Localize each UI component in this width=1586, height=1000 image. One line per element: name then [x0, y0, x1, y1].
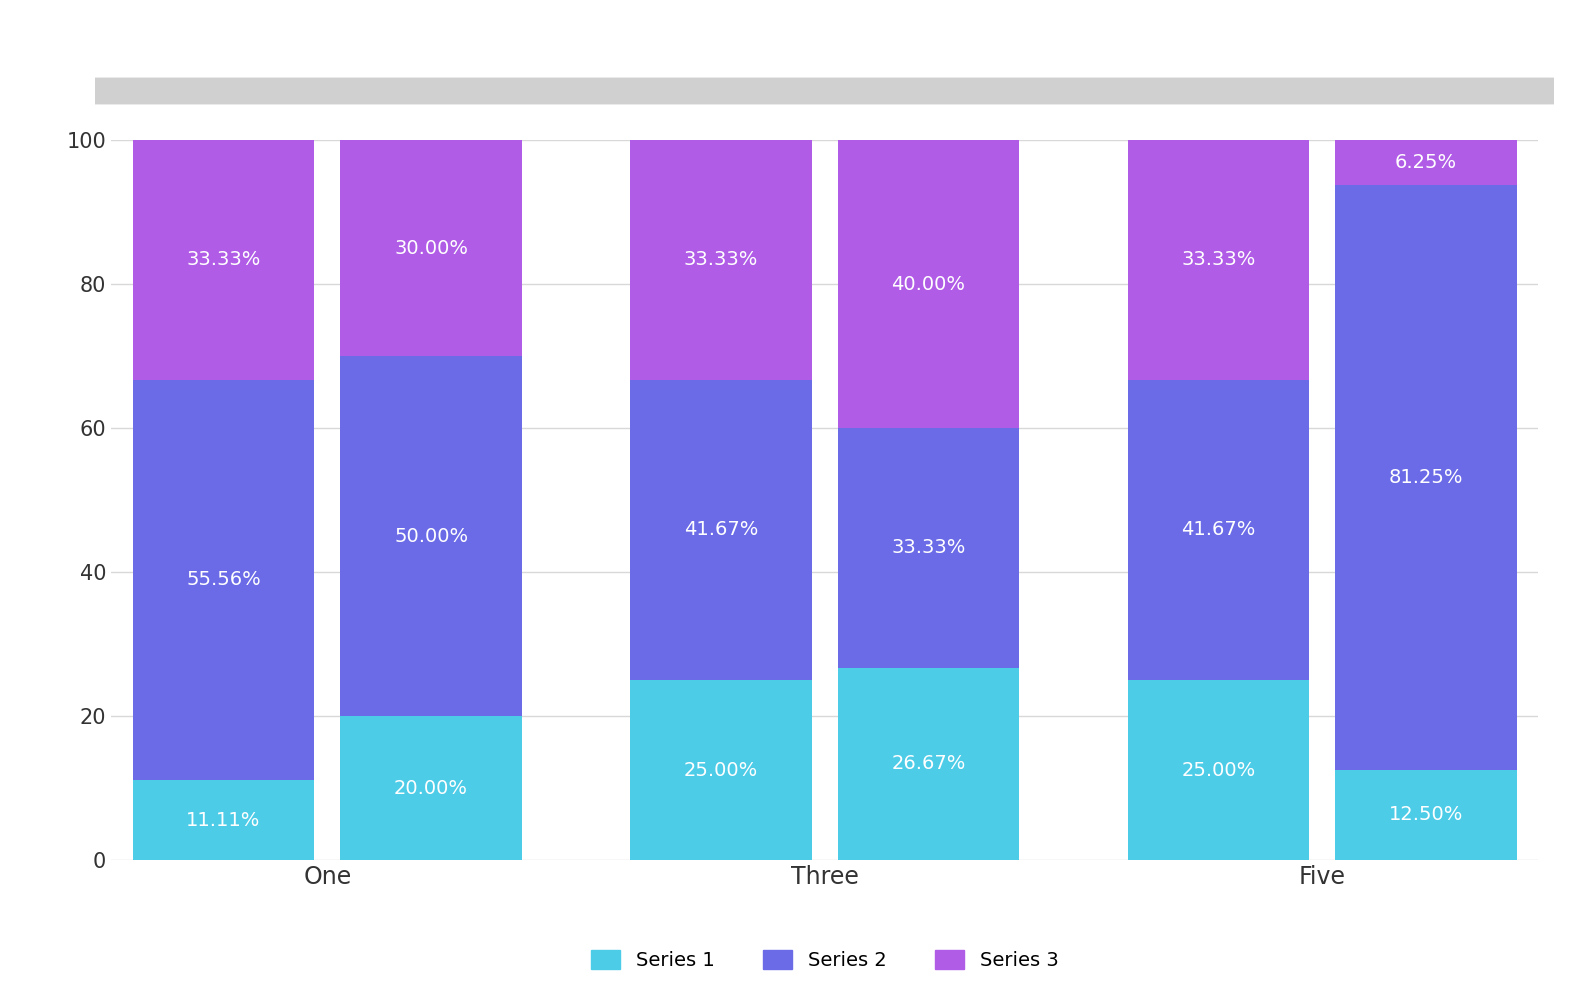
Text: 6.25%: 6.25% [1396, 153, 1458, 172]
Text: 33.33%: 33.33% [891, 538, 966, 557]
Bar [630, 140, 812, 380]
Bar [630, 680, 812, 860]
Bar [837, 428, 1020, 668]
Text: 33.33%: 33.33% [186, 250, 260, 269]
Bar [1335, 140, 1516, 185]
Bar [133, 140, 314, 380]
Text: 25.00%: 25.00% [684, 760, 758, 780]
Text: 25.00%: 25.00% [1182, 760, 1256, 780]
Bar [1335, 185, 1516, 770]
Bar [341, 356, 522, 716]
Bar [341, 140, 522, 356]
Bar [1335, 770, 1516, 860]
Bar [630, 380, 812, 680]
Text: 11.11%: 11.11% [186, 811, 260, 830]
Text: 40.00%: 40.00% [891, 274, 966, 294]
Text: 41.67%: 41.67% [1182, 520, 1256, 539]
Bar [837, 668, 1020, 860]
FancyBboxPatch shape [73, 78, 1576, 104]
Text: 30.00%: 30.00% [393, 238, 468, 257]
Bar [341, 716, 522, 860]
Bar [133, 780, 314, 860]
Text: 12.50%: 12.50% [1389, 806, 1464, 824]
Text: 33.33%: 33.33% [684, 250, 758, 269]
Text: 26.67%: 26.67% [891, 754, 966, 773]
Bar [837, 140, 1020, 428]
Legend: Series 1, Series 2, Series 3: Series 1, Series 2, Series 3 [584, 942, 1066, 978]
Bar [1128, 140, 1308, 380]
Text: 33.33%: 33.33% [1182, 250, 1256, 269]
Text: 81.25%: 81.25% [1389, 468, 1464, 487]
Bar [1128, 380, 1308, 680]
Bar [1128, 680, 1308, 860]
Text: 41.67%: 41.67% [684, 520, 758, 539]
Bar [133, 380, 314, 780]
Text: 50.00%: 50.00% [393, 526, 468, 546]
Text: 20.00%: 20.00% [393, 778, 468, 798]
Text: 55.56%: 55.56% [186, 570, 260, 589]
